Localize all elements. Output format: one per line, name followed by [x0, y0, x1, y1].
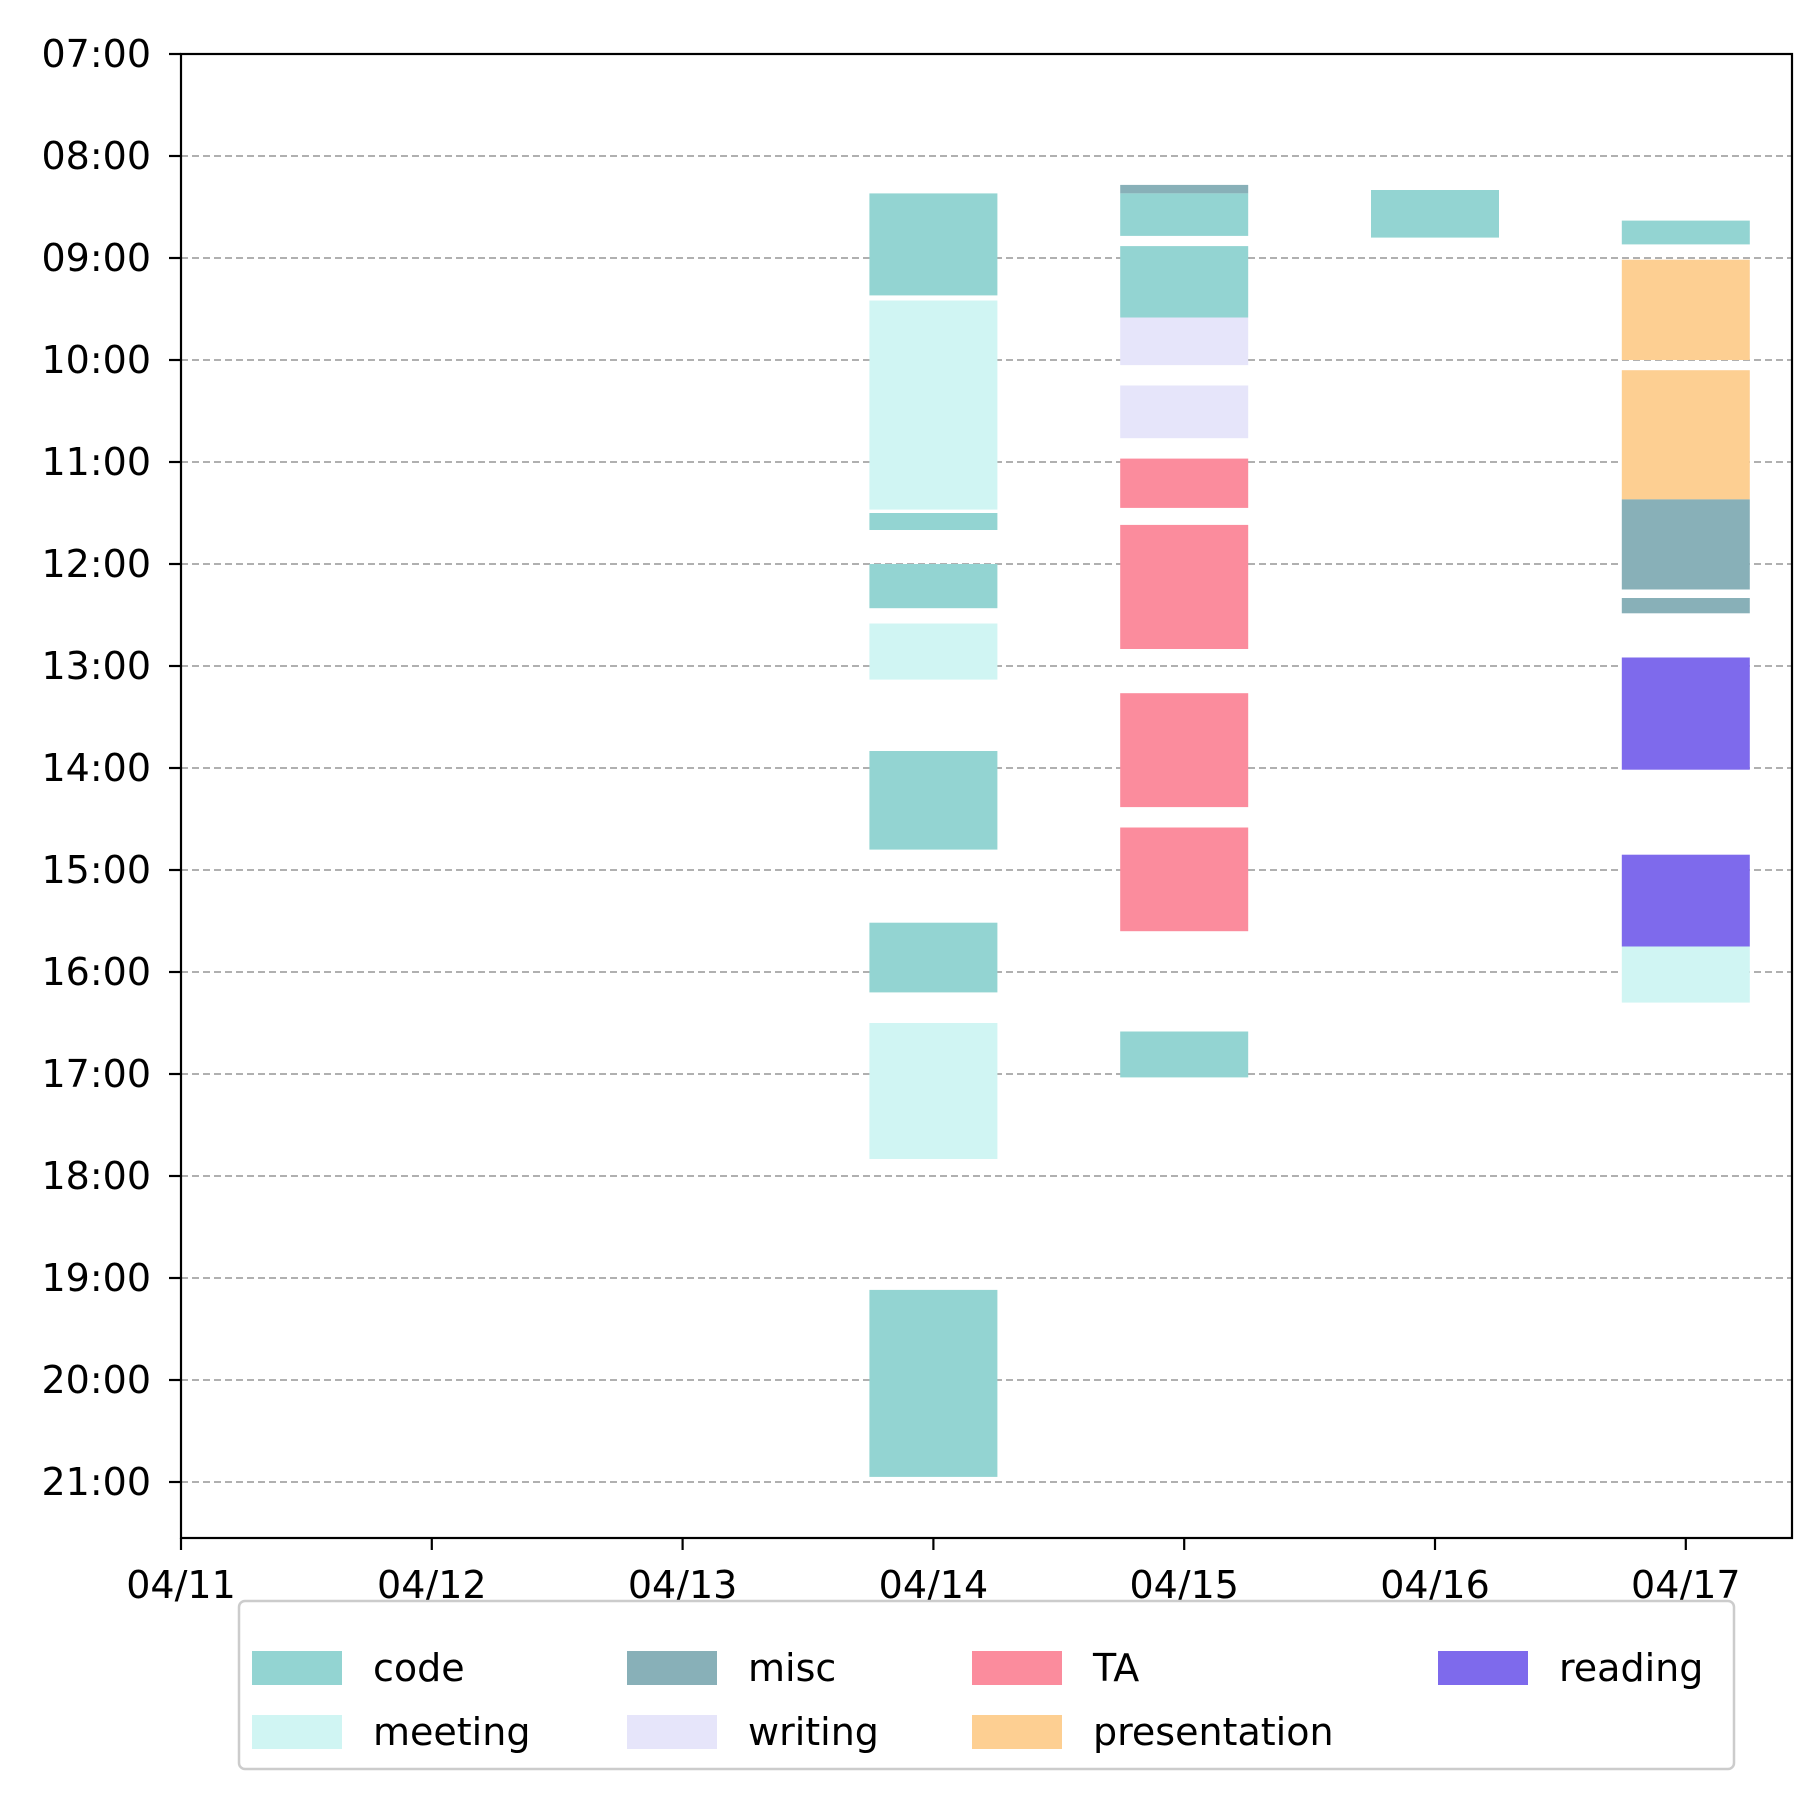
- y-tick-label: 21:00: [41, 1460, 151, 1504]
- x-tick-label: 04/14: [879, 1563, 989, 1607]
- y-tick-label: 20:00: [41, 1358, 151, 1402]
- legend-swatch: [972, 1715, 1062, 1749]
- legend-label: misc: [748, 1646, 836, 1690]
- event-bar-code: [869, 751, 998, 850]
- y-tick-label: 18:00: [41, 1154, 151, 1198]
- event-bar-reading: [1621, 657, 1750, 770]
- legend-label: TA: [1092, 1646, 1139, 1690]
- event-bar-code: [869, 922, 998, 993]
- event-bar-code: [1120, 1031, 1249, 1078]
- event-bar-writing: [1120, 385, 1249, 439]
- event-bar-misc: [1621, 598, 1750, 614]
- y-tick-label: 14:00: [41, 746, 151, 790]
- event-bar-presentation: [1621, 370, 1750, 500]
- event-bar-code: [1621, 220, 1750, 245]
- event-bar-code: [869, 513, 998, 530]
- y-tick-label: 19:00: [41, 1256, 151, 1300]
- event-bar-code: [1371, 190, 1499, 238]
- event-bar-code: [869, 1289, 998, 1477]
- event-bar-presentation: [1621, 259, 1750, 360]
- y-tick-label: 17:00: [41, 1052, 151, 1096]
- event-bar-code: [869, 193, 998, 296]
- event-bars: [869, 184, 1750, 1477]
- x-axis: 04/11 04/12 04/13 04/14 04/15 04/16 04/17: [126, 1538, 1741, 1607]
- y-tick-label: 10:00: [41, 338, 151, 382]
- event-bar-code: [1120, 193, 1249, 236]
- event-bar-reading: [1621, 854, 1750, 947]
- y-tick-label: 08:00: [41, 134, 151, 178]
- event-bar-meeting: [869, 300, 998, 510]
- x-tick-label: 04/15: [1129, 1563, 1239, 1607]
- event-bar-meeting: [869, 623, 998, 680]
- legend: code meeting misc writing TA presentation read…: [237, 1599, 1736, 1771]
- legend-swatch: [1438, 1651, 1528, 1685]
- event-bar-meeting: [869, 1023, 998, 1159]
- plot-frame: [179, 52, 1794, 1540]
- event-bar-ta: [1120, 458, 1249, 508]
- event-bar-code: [1120, 246, 1249, 318]
- event-bar-code: [869, 564, 998, 609]
- legend-swatch: [972, 1651, 1062, 1685]
- y-tick-label: 15:00: [41, 848, 151, 892]
- legend-swatch: [627, 1651, 717, 1685]
- legend-label: presentation: [1093, 1710, 1334, 1754]
- event-bar-misc: [1621, 499, 1750, 590]
- x-tick-label: 04/12: [377, 1563, 487, 1607]
- event-bar-misc: [1120, 184, 1249, 194]
- y-tick-label: 16:00: [41, 950, 151, 994]
- legend-label: reading: [1559, 1646, 1703, 1690]
- y-axis: 07:00 08:00 09:00 10:00 11:00 12:00 13:00 14:00…: [41, 32, 181, 1504]
- x-tick-label: 04/11: [126, 1563, 236, 1607]
- legend-swatch: [252, 1715, 342, 1749]
- y-tick-label: 12:00: [41, 542, 151, 586]
- event-bar-ta: [1120, 827, 1249, 932]
- event-bar-ta: [1120, 693, 1249, 808]
- legend-label: writing: [748, 1710, 879, 1754]
- x-tick-label: 04/16: [1380, 1563, 1490, 1607]
- legend-label: code: [373, 1646, 465, 1690]
- legend-swatch: [627, 1715, 717, 1749]
- y-tick-label: 07:00: [41, 32, 151, 76]
- y-tick-label: 13:00: [41, 644, 151, 688]
- x-tick-label: 04/17: [1631, 1563, 1741, 1607]
- legend-label: meeting: [373, 1710, 530, 1754]
- event-bar-writing: [1120, 317, 1249, 366]
- legend-swatch: [252, 1651, 342, 1685]
- y-tick-label: 09:00: [41, 236, 151, 280]
- event-bar-ta: [1120, 524, 1249, 649]
- x-tick-label: 04/13: [628, 1563, 738, 1607]
- event-bar-meeting: [1621, 946, 1750, 1003]
- y-tick-label: 11:00: [41, 440, 151, 484]
